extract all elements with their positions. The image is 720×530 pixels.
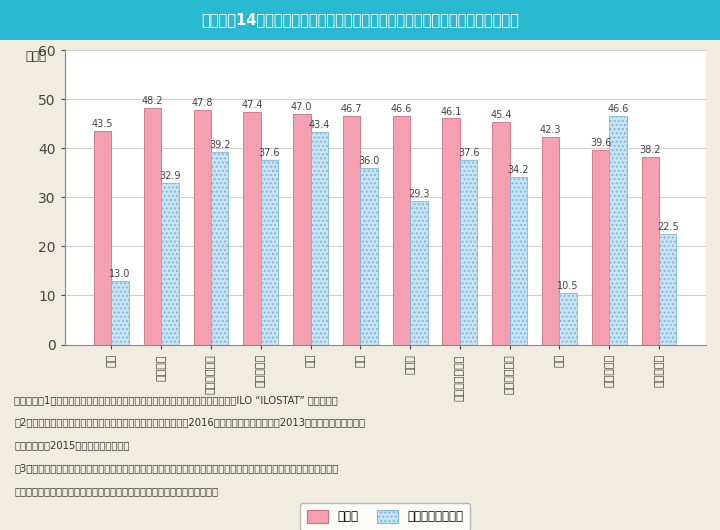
Legend: 就業者, 管理的職業従事者: 就業者, 管理的職業従事者 — [300, 504, 470, 530]
Bar — [642, 157, 659, 344]
Text: 45.4: 45.4 — [490, 110, 512, 120]
Text: 13.0: 13.0 — [109, 269, 131, 279]
Text: 的公務員等。また，「管理的職業従事者」の定義は国によって異なる。: 的公務員等。また，「管理的職業従事者」の定義は国によって異なる。 — [14, 486, 218, 496]
Text: 47.8: 47.8 — [192, 98, 213, 108]
Bar — [112, 281, 129, 344]
Text: 42.3: 42.3 — [540, 125, 562, 135]
Text: 48.2: 48.2 — [142, 96, 163, 106]
Text: 43.5: 43.5 — [92, 119, 113, 129]
Text: 36.0: 36.0 — [359, 156, 379, 166]
Bar — [94, 131, 112, 344]
Text: 37.6: 37.6 — [258, 148, 280, 158]
Text: 47.0: 47.0 — [291, 102, 312, 112]
Text: 43.4: 43.4 — [309, 120, 330, 130]
Bar — [659, 234, 677, 344]
Bar — [559, 293, 577, 344]
Text: 39.2: 39.2 — [209, 140, 230, 151]
Text: 37.6: 37.6 — [458, 148, 480, 158]
Text: 46.1: 46.1 — [441, 107, 462, 117]
Text: 32.9: 32.9 — [159, 171, 181, 181]
Bar — [410, 201, 428, 344]
Bar — [343, 116, 360, 345]
Bar — [261, 160, 278, 344]
Text: 29.3: 29.3 — [408, 189, 430, 199]
Text: 46.6: 46.6 — [607, 104, 629, 114]
Bar — [510, 177, 527, 344]
Text: 34.2: 34.2 — [508, 165, 529, 175]
Bar — [194, 110, 211, 344]
Bar — [609, 116, 626, 344]
Text: 3．総務省「労働力調査」では，「管理的職業従事者」とは，就業者のうち，会社役員，企業の課長相当職以上，管理: 3．総務省「労働力調査」では，「管理的職業従事者」とは，就業者のうち，会社役員，… — [14, 463, 338, 473]
Bar — [161, 183, 179, 344]
Text: 46.6: 46.6 — [391, 104, 412, 114]
Text: 10.5: 10.5 — [557, 281, 579, 291]
Bar — [392, 116, 410, 344]
Text: （％）: （％） — [25, 50, 46, 64]
Bar — [460, 160, 477, 344]
Text: 46.7: 46.7 — [341, 103, 362, 113]
Text: Ｉ－２－14図　就業者及び管理的職業従事者に占める女性の割合（国際比較）: Ｉ－２－14図 就業者及び管理的職業従事者に占める女性の割合（国際比較） — [201, 12, 519, 28]
Bar — [360, 168, 378, 344]
Bar — [293, 114, 310, 345]
Bar — [443, 119, 460, 344]
Text: （備考）、1．総務省「労働力調査（基本集計）」（平成２８年），その他の国はILO “ILOSTAT” より作成。: （備考）、1．総務省「労働力調査（基本集計）」（平成２８年），その他の国はILO… — [14, 395, 338, 405]
Bar — [492, 122, 510, 344]
Text: 39.6: 39.6 — [590, 138, 611, 148]
Text: 47.4: 47.4 — [241, 100, 263, 110]
Bar — [592, 151, 609, 344]
Bar — [211, 152, 228, 344]
Bar — [243, 112, 261, 345]
Bar — [542, 137, 559, 344]
Text: 2．フランス，スウェーデン，ノルウェー，英国及びドイツは2016（平成２８）年，米国は2013（平成２５）年．その: 2．フランス，スウェーデン，ノルウェー，英国及びドイツは2016（平成２８）年，… — [14, 418, 365, 428]
Text: 38.2: 38.2 — [639, 145, 661, 155]
Bar — [310, 132, 328, 344]
Text: 他の国は2015（平成２７）年の値: 他の国は2015（平成２７）年の値 — [14, 440, 130, 450]
Text: 22.5: 22.5 — [657, 222, 679, 232]
Bar — [144, 108, 161, 344]
